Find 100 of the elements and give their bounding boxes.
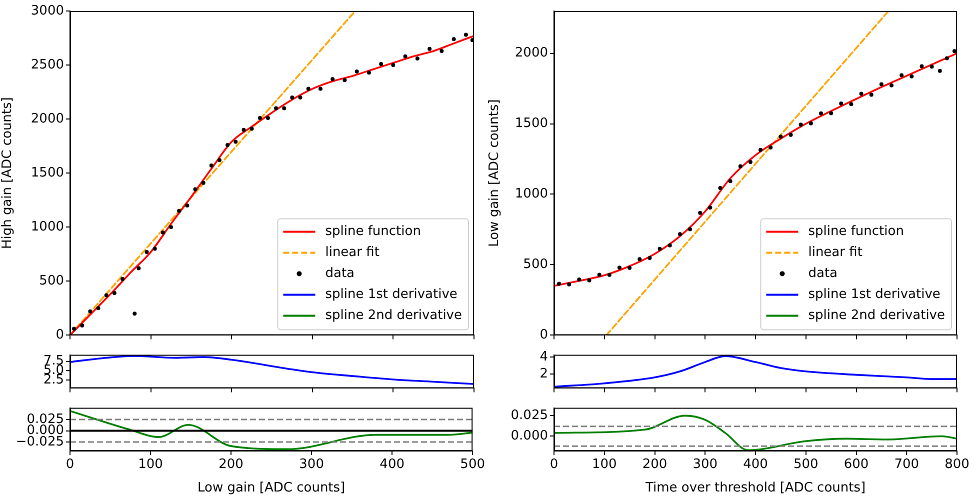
- point: [839, 101, 844, 106]
- line-series: [70, 355, 474, 385]
- point: [818, 111, 823, 116]
- point: [258, 116, 262, 120]
- point: [587, 278, 592, 282]
- point: [718, 186, 722, 190]
- point: [798, 122, 803, 127]
- point: [234, 140, 238, 144]
- y-tick-label: 500: [523, 257, 548, 272]
- point: [132, 312, 137, 316]
- point: [226, 143, 230, 148]
- point: [869, 92, 874, 97]
- text: spline 2nd derivative: [808, 308, 945, 324]
- y-tick-label: 1500: [30, 165, 64, 180]
- point: [152, 246, 157, 251]
- y-tick-label: 0.000: [510, 428, 548, 444]
- legend-label: data: [808, 266, 838, 282]
- x-tick-label: 600: [844, 457, 869, 472]
- x-tick-label: 0: [66, 457, 74, 472]
- point: [678, 232, 682, 236]
- point: [306, 86, 310, 91]
- point: [290, 95, 294, 100]
- point: [708, 206, 712, 210]
- point: [217, 158, 222, 162]
- point: [366, 70, 371, 75]
- point: [428, 46, 432, 51]
- point: [96, 306, 100, 310]
- y-tick-label: 2500: [30, 57, 64, 72]
- point: [120, 277, 125, 282]
- x-tick-label: 400: [743, 457, 768, 472]
- point: [169, 225, 173, 230]
- y-tick-label: 0: [56, 328, 64, 343]
- y-tick-label: 2: [540, 366, 548, 382]
- legend-label: spline function: [808, 224, 904, 240]
- y-tick-label: 4: [540, 349, 548, 364]
- point: [638, 257, 642, 262]
- point: [298, 95, 302, 100]
- point: [577, 278, 582, 282]
- y-tick-label: 2000: [514, 46, 548, 61]
- point: [354, 70, 359, 74]
- y-tick-label: 0: [540, 328, 548, 343]
- x-tick-label: 500: [460, 457, 486, 472]
- text: spline 1st derivative: [808, 287, 940, 302]
- point: [617, 266, 622, 270]
- point: [628, 266, 632, 270]
- point: [242, 128, 246, 132]
- point: [607, 272, 612, 277]
- point: [748, 160, 752, 164]
- y-tick-label: 0.025: [510, 408, 548, 424]
- x-tick-label: 300: [692, 457, 718, 472]
- x-tick-label: 0: [550, 457, 558, 472]
- point: [80, 323, 84, 328]
- point: [440, 48, 444, 53]
- legend-label: linear fit: [808, 245, 862, 260]
- point: [185, 204, 190, 208]
- point: [900, 73, 904, 78]
- point: [944, 56, 949, 60]
- point: [72, 326, 76, 331]
- point: [274, 106, 278, 110]
- point: [952, 49, 956, 54]
- point: [597, 272, 602, 277]
- y-tick-label: 2000: [30, 111, 64, 126]
- y-tick-label: 1000: [514, 186, 548, 202]
- point: [648, 256, 652, 260]
- point: [201, 180, 206, 185]
- x-axis-title: Low gain [ADC counts]: [197, 480, 346, 496]
- point: [658, 246, 662, 251]
- legend-label: spline function: [325, 224, 421, 240]
- point: [403, 54, 408, 58]
- point: [104, 293, 108, 298]
- y-tick-label: 1500: [514, 116, 548, 132]
- point: [930, 64, 934, 69]
- point: [879, 82, 884, 86]
- point: [728, 179, 732, 184]
- point: [112, 291, 116, 296]
- point: [920, 64, 924, 68]
- point: [849, 102, 854, 106]
- point: [910, 74, 914, 78]
- x-tick-label: 700: [894, 457, 920, 472]
- point: [557, 282, 562, 286]
- x-tick-label: 100: [138, 457, 163, 472]
- x-axis-title: Time over threshold [ADC counts]: [644, 480, 866, 496]
- text: spline 1st derivative: [325, 287, 458, 302]
- point: [890, 83, 894, 88]
- x-tick-label: 100: [592, 457, 617, 472]
- point: [266, 116, 270, 120]
- point: [330, 77, 335, 82]
- point: [452, 37, 456, 42]
- point: [808, 121, 813, 126]
- point: [282, 106, 286, 110]
- legend-label: linear fit: [325, 245, 380, 260]
- point: [738, 164, 742, 168]
- y-axis-title: Low gain [ADC counts]: [487, 99, 502, 247]
- point: [778, 134, 783, 139]
- text: spline 2nd derivative: [325, 308, 462, 324]
- y-tick-label: 1000: [30, 220, 64, 235]
- point: [668, 243, 672, 248]
- x-tick-label: 300: [299, 457, 324, 472]
- point: [193, 187, 198, 192]
- point: [758, 148, 763, 152]
